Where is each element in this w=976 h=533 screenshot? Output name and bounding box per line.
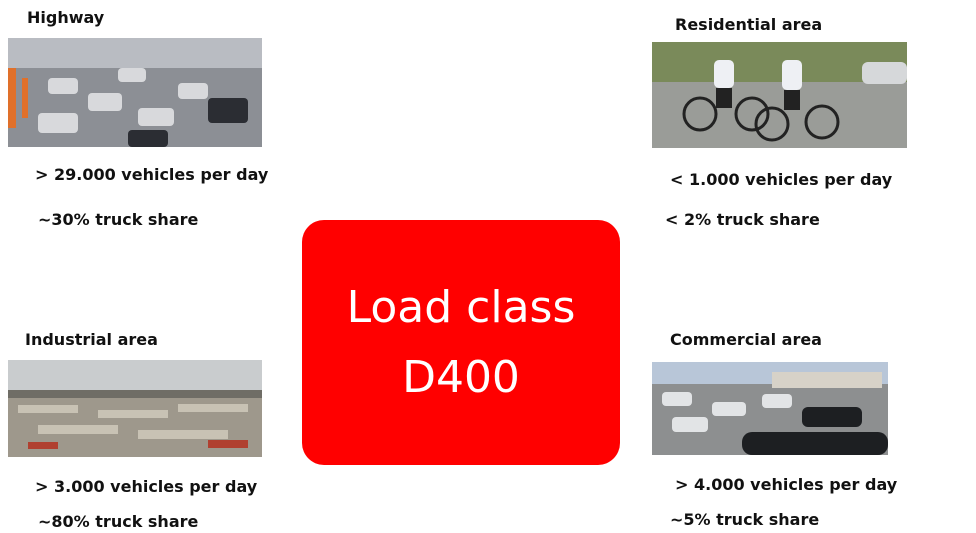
- load-class-text: Load class: [302, 273, 620, 343]
- photo: [652, 362, 888, 455]
- area-title: Industrial area: [25, 330, 158, 350]
- truck-line: < 2% truck share: [665, 210, 820, 230]
- load-class-text: D400: [302, 343, 620, 413]
- photo: [8, 38, 262, 147]
- truck-line: ~80% truck share: [38, 512, 198, 532]
- truck-line: ~30% truck share: [38, 210, 198, 230]
- photo: [652, 42, 907, 148]
- truck-line: ~5% truck share: [670, 510, 819, 530]
- load-class-box: Load class D400: [302, 220, 620, 465]
- slide: {"center": {"lines": ["Load class", "D40…: [0, 0, 976, 533]
- area-title: Commercial area: [670, 330, 822, 350]
- traffic-line: < 1.000 vehicles per day: [670, 170, 892, 190]
- area-title: Residential area: [675, 15, 822, 35]
- traffic-line: > 3.000 vehicles per day: [35, 477, 257, 497]
- area-title: Highway: [27, 8, 104, 28]
- traffic-line: > 29.000 vehicles per day: [35, 165, 268, 185]
- traffic-line: > 4.000 vehicles per day: [675, 475, 897, 495]
- photo: [8, 360, 262, 457]
